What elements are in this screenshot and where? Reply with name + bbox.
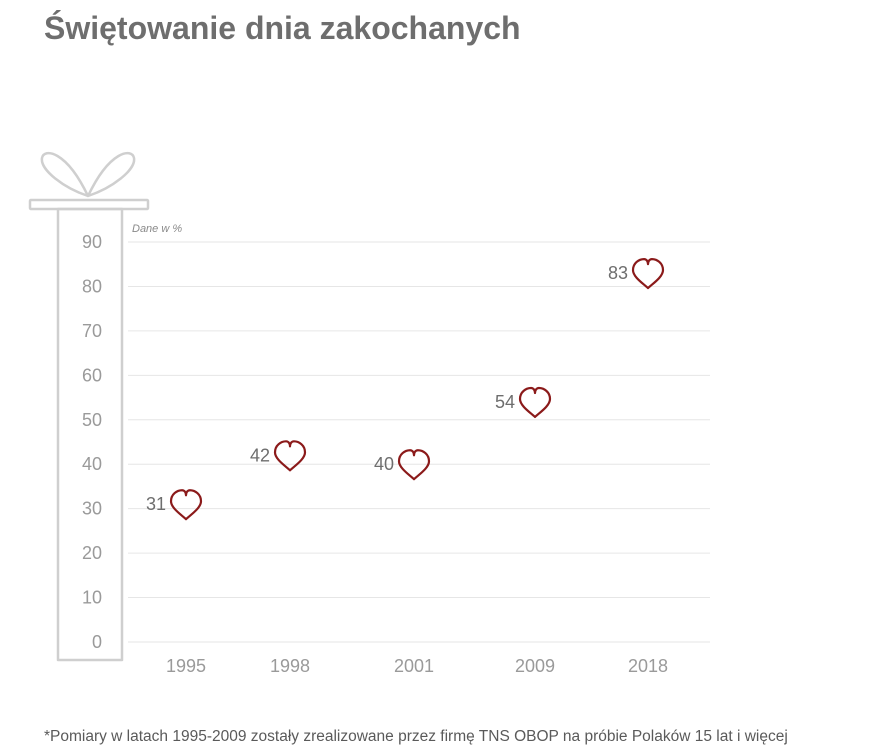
heart-icon [273,440,307,472]
y-tick-label: 50 [82,410,102,430]
gift-box-icon [28,151,150,662]
x-tick-label: 2001 [394,656,434,676]
y-tick-label: 30 [82,499,102,519]
y-tick-label: 20 [82,543,102,563]
y-tick-label: 0 [92,632,102,652]
heart-icon [631,258,665,290]
y-tick-label: 90 [82,232,102,252]
heart-icon [397,449,431,481]
heart-icon [518,386,552,419]
unit-note: Dane w % [132,223,182,235]
x-tick-label: 1998 [270,656,310,676]
footnote: *Pomiary w latach 1995-2009 zostały zrea… [44,728,788,745]
data-label: 42 [250,445,270,465]
chart-title: Świętowanie dnia zakochanych [44,10,521,46]
y-tick-label: 10 [82,588,102,608]
data-label: 83 [608,263,628,283]
y-tick-label: 80 [82,276,102,296]
y-tick-label: 70 [82,321,102,341]
y-tick-label: 60 [82,365,102,385]
heart-icon [169,489,203,521]
data-label: 40 [374,454,394,474]
data-label: 31 [146,494,166,514]
x-tick-label: 2009 [515,656,555,676]
data-label: 54 [495,392,515,412]
x-tick-label: 1995 [166,656,206,676]
y-tick-label: 40 [82,454,102,474]
x-tick-label: 2018 [628,656,668,676]
